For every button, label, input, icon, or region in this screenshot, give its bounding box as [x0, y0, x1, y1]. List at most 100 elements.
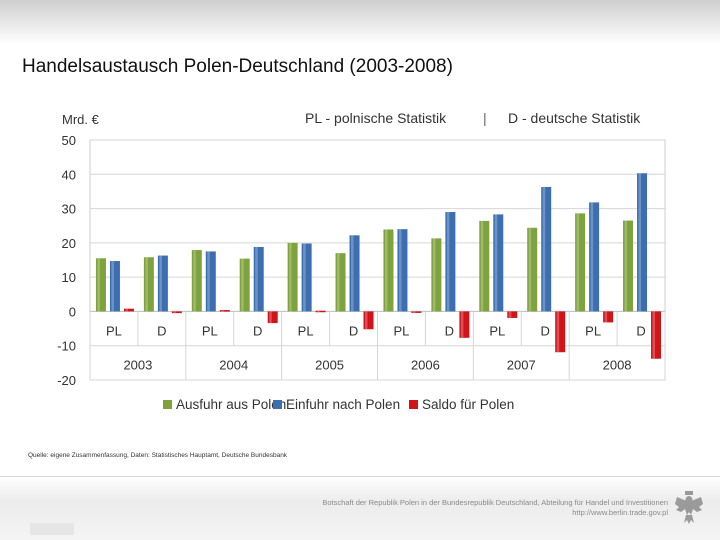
bar-highlight — [269, 311, 272, 324]
bar-einfuhr-nach-polen-2006-pl — [397, 229, 408, 312]
bar-highlight — [351, 235, 354, 312]
bar-saldo-f-r-polen-2006-pl — [411, 311, 422, 313]
bar-highlight — [303, 243, 306, 312]
bar-highlight — [412, 311, 416, 313]
bar-einfuhr-nach-polen-2003-d — [157, 255, 168, 312]
trade-bar-chart: 50 40 30 20 10 0 -10 -20 Mrd. € PL - polnische St… — [57, 110, 666, 412]
top-decor-bar — [0, 0, 720, 44]
bar-einfuhr-nach-polen-2005-d — [349, 235, 360, 312]
source-note: Quelle: eigene Zusammenfassung, Daten: S… — [28, 452, 288, 459]
bar-ausfuhr-aus-polen-2007-pl — [479, 220, 490, 312]
bar-ausfuhr-aus-polen-2006-d — [431, 238, 442, 312]
bar-saldo-f-r-polen-2003-pl — [123, 308, 134, 312]
category-label-d: D — [157, 323, 166, 338]
bar-highlight — [508, 311, 512, 318]
bar-highlight — [480, 220, 484, 312]
bar-highlight — [145, 257, 148, 312]
bar-highlight — [652, 311, 656, 359]
bar-highlight — [125, 308, 128, 312]
y-tick-label: 30 — [62, 202, 76, 217]
bar-highlight — [241, 258, 244, 312]
year-label-2006: 2006 — [411, 358, 440, 373]
bar-ausfuhr-aus-polen-2005-pl — [287, 242, 298, 312]
header-d-statistik: D - deutsche Statistik — [508, 110, 641, 126]
bar-ausfuhr-aus-polen-2008-pl — [575, 213, 586, 312]
bar-highlight — [446, 212, 450, 312]
bar-ausfuhr-aus-polen-2006-pl — [383, 229, 394, 312]
category-label-d: D — [445, 323, 454, 338]
year-label-2005: 2005 — [315, 358, 344, 373]
footer-text: Botschaft der Republik Polen in der Bund… — [322, 498, 668, 518]
category-label-pl: PL — [394, 323, 410, 338]
y-tick-label: -10 — [57, 339, 76, 354]
bar-einfuhr-nach-polen-2008-d — [637, 173, 648, 312]
bar-highlight — [604, 311, 608, 323]
year-label-2007: 2007 — [507, 358, 536, 373]
category-label-d: D — [636, 323, 645, 338]
category-label-pl: PL — [489, 323, 505, 338]
category-label-pl: PL — [585, 323, 601, 338]
legend-swatch-einfuhr-nach-polen — [273, 400, 282, 409]
bar-highlight — [159, 255, 162, 312]
y-axis-label: Mrd. € — [62, 112, 100, 127]
bar-einfuhr-nach-polen-2006-d — [445, 212, 456, 312]
bar-saldo-f-r-polen-2007-d — [555, 311, 566, 353]
bar-highlight — [398, 229, 402, 312]
bar-saldo-f-r-polen-2004-d — [267, 311, 278, 324]
footer-corner-block — [30, 523, 74, 535]
bar-highlight — [556, 311, 560, 353]
bar-highlight — [255, 246, 258, 312]
legend-swatch-ausfuhr-aus-polen — [163, 400, 172, 409]
bar-saldo-f-r-polen-2008-d — [651, 311, 662, 359]
bar-saldo-f-r-polen-2003-d — [171, 311, 182, 314]
year-label-2003: 2003 — [123, 358, 152, 373]
polish-eagle-icon — [675, 491, 703, 524]
bar-einfuhr-nach-polen-2003-pl — [109, 261, 120, 312]
bar-einfuhr-nach-polen-2007-d — [541, 186, 552, 312]
bar-highlight — [494, 214, 498, 312]
category-label-d: D — [253, 323, 262, 338]
bar-ausfuhr-aus-polen-2003-pl — [95, 258, 106, 312]
bar-saldo-f-r-polen-2006-d — [459, 311, 470, 338]
footer-url[interactable]: http://www.berlin.trade.gov.pl — [572, 508, 668, 517]
legend-label-saldo-f-r-polen: Saldo für Polen — [422, 397, 514, 412]
slide-title: Handelsaustausch Polen-Deutschland (2003… — [22, 56, 453, 77]
footer-divider — [0, 476, 720, 477]
bar-ausfuhr-aus-polen-2004-pl — [191, 250, 202, 312]
bar-ausfuhr-aus-polen-2005-d — [335, 253, 346, 312]
category-label-pl: PL — [202, 323, 218, 338]
legend-label-ausfuhr-aus-polen: Ausfuhr aus Polen — [176, 397, 286, 412]
y-tick-label: -20 — [57, 373, 76, 388]
bar-saldo-f-r-polen-2004-pl — [219, 310, 230, 312]
year-label-2004: 2004 — [219, 358, 248, 373]
bar-highlight — [221, 310, 224, 312]
bar-highlight — [365, 311, 368, 330]
category-label-d: D — [541, 323, 550, 338]
y-tick-label: 20 — [62, 236, 76, 251]
header-pl-statistik: PL - polnische Statistik — [305, 110, 447, 126]
bar-einfuhr-nach-polen-2004-d — [253, 246, 264, 312]
bar-einfuhr-nach-polen-2004-pl — [205, 251, 216, 312]
category-label-pl: PL — [106, 323, 122, 338]
footer-embassy-line: Botschaft der Republik Polen in der Bund… — [322, 498, 668, 507]
y-tick-label: 40 — [62, 167, 76, 182]
y-tick-label: 50 — [62, 133, 76, 148]
bar-highlight — [590, 202, 594, 312]
bar-ausfuhr-aus-polen-2007-d — [527, 227, 538, 312]
bar-highlight — [528, 227, 532, 312]
bar-einfuhr-nach-polen-2005-pl — [301, 243, 312, 312]
year-label-2008: 2008 — [603, 358, 632, 373]
bar-ausfuhr-aus-polen-2003-d — [143, 257, 154, 312]
bar-saldo-f-r-polen-2008-pl — [603, 311, 614, 323]
footer-band — [0, 476, 720, 540]
bar-highlight — [460, 311, 464, 338]
legend-swatch-saldo-f-r-polen — [409, 400, 418, 409]
category-label-pl: PL — [298, 323, 314, 338]
bar-highlight — [638, 173, 642, 312]
bar-saldo-f-r-polen-2007-pl — [507, 311, 518, 318]
bar-einfuhr-nach-polen-2008-pl — [589, 202, 600, 312]
bar-saldo-f-r-polen-2005-d — [363, 311, 374, 330]
bar-highlight — [97, 258, 100, 312]
bar-highlight — [576, 213, 580, 312]
y-tick-label: 0 — [69, 304, 76, 319]
